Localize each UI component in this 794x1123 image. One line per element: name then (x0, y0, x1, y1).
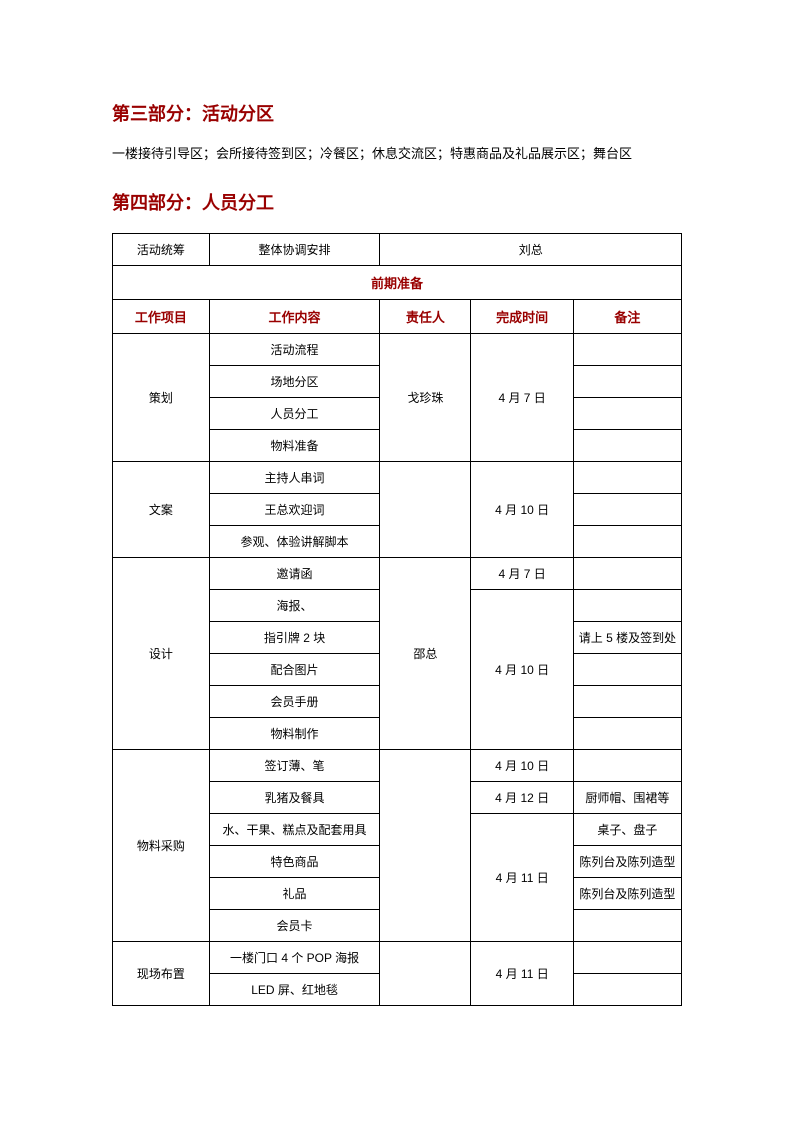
cell: 邵总 (380, 557, 471, 749)
table-row: 前期准备 (113, 265, 682, 299)
cell: 会员卡 (209, 909, 380, 941)
table-row: 活动统筹 整体协调安排 刘总 (113, 233, 682, 265)
col-header: 责任人 (380, 299, 471, 333)
cell: 乳猪及餐具 (209, 781, 380, 813)
cell: 4 月 11 日 (471, 941, 573, 1005)
cell: 物料采购 (113, 749, 210, 941)
cell: 4 月 11 日 (471, 813, 573, 941)
cell: 整体协调安排 (209, 233, 380, 265)
col-header: 工作项目 (113, 299, 210, 333)
cell (380, 941, 471, 1005)
cell (573, 557, 681, 589)
col-header: 备注 (573, 299, 681, 333)
cell (573, 333, 681, 365)
table-row: 工作项目 工作内容 责任人 完成时间 备注 (113, 299, 682, 333)
cell: 水、干果、糕点及配套用具 (209, 813, 380, 845)
table-row: 物料采购 签订薄、笔 4 月 10 日 (113, 749, 682, 781)
cell: 配合图片 (209, 653, 380, 685)
prep-header: 前期准备 (113, 265, 682, 299)
cell: 人员分工 (209, 397, 380, 429)
cell (573, 685, 681, 717)
cell (573, 493, 681, 525)
cell: 物料准备 (209, 429, 380, 461)
cell: 戈珍珠 (380, 333, 471, 461)
cell (573, 941, 681, 973)
section3-title: 第三部分：活动分区 (112, 100, 682, 126)
table-row: 策划 活动流程 戈珍珠 4 月 7 日 (113, 333, 682, 365)
cell (380, 461, 471, 557)
cell: 物料制作 (209, 717, 380, 749)
cell: 场地分区 (209, 365, 380, 397)
cell: 主持人串词 (209, 461, 380, 493)
cell: 桌子、盘子 (573, 813, 681, 845)
cell (573, 653, 681, 685)
cell: 现场布置 (113, 941, 210, 1005)
section4-title: 第四部分：人员分工 (112, 189, 682, 215)
section3-text: 一楼接待引导区；会所接待签到区；冷餐区；休息交流区；特惠商品及礼品展示区；舞台区 (112, 144, 682, 165)
cell: 指引牌 2 块 (209, 621, 380, 653)
cell: 文案 (113, 461, 210, 557)
table-row: 现场布置 一楼门口 4 个 POP 海报 4 月 11 日 (113, 941, 682, 973)
cell: LED 屏、红地毯 (209, 973, 380, 1005)
cell: 4 月 7 日 (471, 333, 573, 461)
cell: 厨师帽、围裙等 (573, 781, 681, 813)
cell (573, 589, 681, 621)
cell: 刘总 (380, 233, 682, 265)
col-header: 工作内容 (209, 299, 380, 333)
cell (573, 717, 681, 749)
cell: 会员手册 (209, 685, 380, 717)
cell (573, 973, 681, 1005)
cell (573, 525, 681, 557)
table-row: 文案 主持人串词 4 月 10 日 (113, 461, 682, 493)
cell (573, 429, 681, 461)
cell: 特色商品 (209, 845, 380, 877)
cell: 4 月 12 日 (471, 781, 573, 813)
cell: 活动统筹 (113, 233, 210, 265)
cell: 4 月 10 日 (471, 749, 573, 781)
cell (573, 365, 681, 397)
cell (573, 461, 681, 493)
cell: 设计 (113, 557, 210, 749)
cell (573, 749, 681, 781)
cell: 邀请函 (209, 557, 380, 589)
cell: 4 月 10 日 (471, 461, 573, 557)
cell: 陈列台及陈列造型 (573, 845, 681, 877)
cell: 4 月 10 日 (471, 589, 573, 749)
cell: 礼品 (209, 877, 380, 909)
cell: 王总欢迎词 (209, 493, 380, 525)
cell (573, 909, 681, 941)
cell: 一楼门口 4 个 POP 海报 (209, 941, 380, 973)
cell: 请上 5 楼及签到处 (573, 621, 681, 653)
cell: 海报、 (209, 589, 380, 621)
cell: 活动流程 (209, 333, 380, 365)
cell: 陈列台及陈列造型 (573, 877, 681, 909)
table-row: 设计 邀请函 邵总 4 月 7 日 (113, 557, 682, 589)
cell (380, 749, 471, 941)
cell: 参观、体验讲解脚本 (209, 525, 380, 557)
cell: 签订薄、笔 (209, 749, 380, 781)
cell (573, 397, 681, 429)
staff-table: 活动统筹 整体协调安排 刘总 前期准备 工作项目 工作内容 责任人 完成时间 备… (112, 233, 682, 1006)
cell: 4 月 7 日 (471, 557, 573, 589)
cell: 策划 (113, 333, 210, 461)
col-header: 完成时间 (471, 299, 573, 333)
